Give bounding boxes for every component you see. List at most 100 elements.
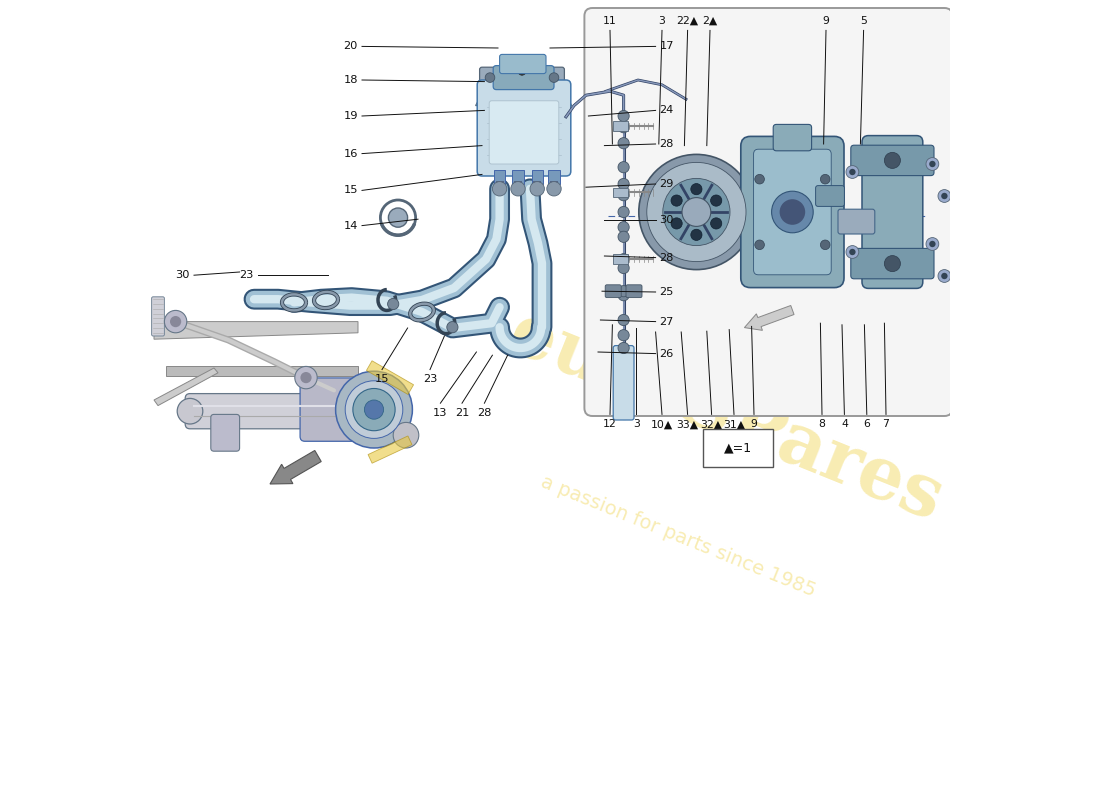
Circle shape xyxy=(485,73,495,82)
FancyBboxPatch shape xyxy=(185,394,363,429)
Circle shape xyxy=(926,238,938,250)
Text: 28: 28 xyxy=(660,139,674,149)
Circle shape xyxy=(849,249,856,255)
Text: 17: 17 xyxy=(660,42,674,51)
FancyBboxPatch shape xyxy=(300,378,367,442)
Circle shape xyxy=(771,191,813,233)
FancyBboxPatch shape xyxy=(480,67,564,88)
FancyBboxPatch shape xyxy=(815,186,845,206)
Circle shape xyxy=(510,182,525,196)
Text: 3: 3 xyxy=(632,419,640,429)
Circle shape xyxy=(170,316,182,327)
FancyBboxPatch shape xyxy=(850,146,934,176)
Text: ▲=1: ▲=1 xyxy=(724,442,752,454)
Text: 21: 21 xyxy=(454,408,470,418)
Circle shape xyxy=(639,154,754,270)
Text: 14: 14 xyxy=(343,221,358,230)
Circle shape xyxy=(618,262,629,274)
Circle shape xyxy=(295,366,317,389)
FancyBboxPatch shape xyxy=(493,66,554,90)
Circle shape xyxy=(177,398,202,424)
Circle shape xyxy=(846,166,859,178)
Text: 9: 9 xyxy=(823,15,829,26)
Circle shape xyxy=(647,162,746,262)
Polygon shape xyxy=(368,436,412,463)
Bar xyxy=(166,366,358,376)
FancyBboxPatch shape xyxy=(838,209,875,234)
Circle shape xyxy=(353,389,395,430)
FancyArrow shape xyxy=(745,306,794,330)
Text: 18: 18 xyxy=(343,75,358,85)
Circle shape xyxy=(618,342,629,354)
FancyBboxPatch shape xyxy=(862,135,923,289)
Circle shape xyxy=(780,199,805,225)
Text: 20: 20 xyxy=(343,42,358,51)
FancyBboxPatch shape xyxy=(754,149,832,275)
FancyBboxPatch shape xyxy=(152,297,164,336)
Circle shape xyxy=(618,162,629,173)
Text: 19: 19 xyxy=(343,111,358,121)
Text: 30: 30 xyxy=(660,215,674,225)
Circle shape xyxy=(164,310,187,333)
Text: 3: 3 xyxy=(659,15,666,26)
Text: 9: 9 xyxy=(750,419,758,429)
Bar xyxy=(549,170,560,184)
Circle shape xyxy=(711,195,722,206)
Text: euroSPares: euroSPares xyxy=(499,297,953,535)
Circle shape xyxy=(618,314,629,326)
Circle shape xyxy=(671,195,682,206)
Circle shape xyxy=(618,222,629,233)
Text: 23: 23 xyxy=(240,270,254,280)
Bar xyxy=(534,181,541,186)
Bar xyxy=(613,254,628,264)
FancyBboxPatch shape xyxy=(499,54,546,74)
Circle shape xyxy=(447,322,458,333)
Text: 33▲: 33▲ xyxy=(676,419,698,429)
Text: 16: 16 xyxy=(343,149,358,158)
Bar xyxy=(494,170,505,184)
Circle shape xyxy=(618,110,629,122)
Text: 29: 29 xyxy=(660,179,674,189)
Bar xyxy=(550,181,558,186)
Text: 24: 24 xyxy=(660,106,674,115)
Text: 25: 25 xyxy=(660,287,674,297)
FancyBboxPatch shape xyxy=(703,429,773,467)
Circle shape xyxy=(846,246,859,258)
Circle shape xyxy=(691,183,702,194)
Polygon shape xyxy=(552,86,572,106)
Circle shape xyxy=(755,240,764,250)
Polygon shape xyxy=(154,322,358,339)
Text: 27: 27 xyxy=(660,317,674,326)
Text: 23: 23 xyxy=(422,374,437,384)
FancyBboxPatch shape xyxy=(477,80,571,176)
Circle shape xyxy=(393,422,419,448)
FancyBboxPatch shape xyxy=(584,8,953,416)
FancyBboxPatch shape xyxy=(626,285,642,298)
Circle shape xyxy=(364,400,384,419)
Text: 26: 26 xyxy=(660,349,674,358)
Circle shape xyxy=(884,255,901,272)
Circle shape xyxy=(493,182,507,196)
Circle shape xyxy=(926,158,938,170)
Circle shape xyxy=(618,206,629,218)
FancyBboxPatch shape xyxy=(605,285,621,298)
Text: a passion for parts since 1985: a passion for parts since 1985 xyxy=(538,472,818,600)
Circle shape xyxy=(387,298,399,310)
Circle shape xyxy=(930,241,936,247)
Circle shape xyxy=(618,290,629,301)
Polygon shape xyxy=(366,361,414,394)
Text: 15: 15 xyxy=(343,186,358,195)
Circle shape xyxy=(663,178,730,246)
Circle shape xyxy=(671,218,682,229)
Circle shape xyxy=(938,270,950,282)
Text: 13: 13 xyxy=(433,408,448,418)
Text: 15: 15 xyxy=(375,374,389,384)
Circle shape xyxy=(618,138,629,149)
Circle shape xyxy=(549,73,559,82)
FancyBboxPatch shape xyxy=(773,124,812,150)
Circle shape xyxy=(618,254,629,265)
Circle shape xyxy=(618,286,629,297)
Text: 28: 28 xyxy=(660,253,674,262)
Bar xyxy=(496,181,504,186)
FancyBboxPatch shape xyxy=(740,137,844,288)
